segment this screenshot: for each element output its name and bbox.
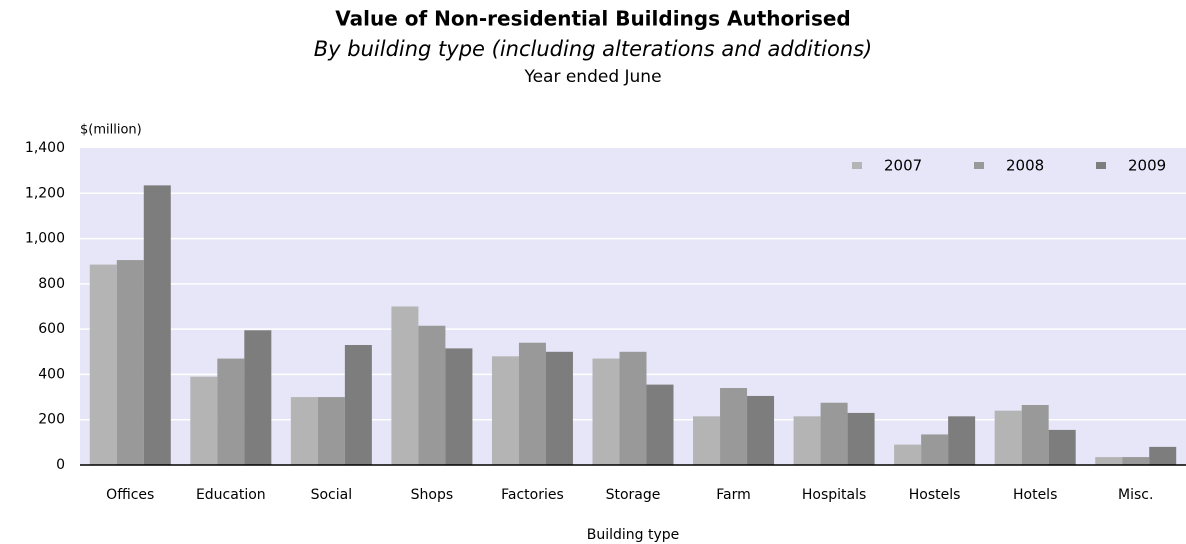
bar — [619, 351, 647, 465]
bar — [545, 351, 573, 465]
bar — [646, 384, 674, 465]
bar — [518, 342, 546, 465]
x-tick-label: Storage — [606, 487, 661, 503]
chart-title: Value of Non-residential Buildings Autho… — [335, 7, 851, 31]
y-tick-label: 200 — [38, 412, 65, 428]
bar — [190, 376, 218, 465]
bar — [948, 416, 976, 465]
y-tick-label: 1,200 — [25, 185, 65, 201]
bar — [1095, 457, 1123, 465]
y-tick-label: 400 — [38, 366, 65, 382]
bar — [1149, 446, 1177, 465]
bar — [418, 325, 446, 465]
bar — [894, 444, 922, 465]
y-tick-label: 1,400 — [25, 140, 65, 156]
x-tick-label: Hotels — [1013, 487, 1057, 503]
legend-swatch — [852, 162, 862, 169]
y-tick-label: 600 — [38, 321, 65, 337]
y-tick-label: 1,000 — [25, 231, 65, 247]
bar — [143, 185, 171, 465]
bar — [445, 348, 473, 465]
bar — [921, 434, 949, 465]
bar — [1048, 429, 1076, 465]
x-tick-label: Misc. — [1118, 487, 1153, 503]
bar — [344, 344, 372, 465]
y-tick-label: 0 — [56, 457, 65, 473]
bar — [391, 306, 419, 465]
x-tick-label: Factories — [501, 487, 564, 503]
bar — [994, 410, 1022, 465]
bar — [693, 416, 721, 465]
bar — [217, 358, 245, 465]
bar — [592, 358, 620, 465]
chart-subtitle: By building type (including alterations … — [314, 37, 873, 61]
legend-label: 2007 — [884, 157, 922, 175]
bar — [1021, 404, 1049, 465]
y-axis-title: $(million) — [80, 123, 142, 138]
bar — [747, 395, 775, 465]
bar — [290, 397, 318, 465]
bar — [720, 388, 748, 465]
bar — [244, 330, 272, 465]
legend-label: 2009 — [1128, 157, 1166, 175]
legend-swatch — [1096, 162, 1106, 169]
x-tick-label: Hostels — [909, 487, 961, 503]
x-tick-label: Shops — [411, 487, 454, 503]
bar — [116, 260, 144, 465]
x-tick-label: Education — [196, 487, 266, 503]
x-tick-label: Offices — [106, 487, 154, 503]
bar — [491, 356, 519, 465]
bar — [317, 397, 345, 465]
bar — [847, 412, 875, 465]
bar — [1122, 457, 1150, 465]
x-axis-title: Building type — [587, 527, 680, 543]
x-tick-label: Hospitals — [802, 487, 866, 503]
y-tick-label: 800 — [38, 276, 65, 292]
x-tick-label: Farm — [716, 487, 751, 503]
bar — [89, 264, 117, 465]
bar — [820, 402, 848, 465]
legend-swatch — [974, 162, 984, 169]
bar — [793, 416, 821, 465]
x-tick-label: Social — [311, 487, 353, 503]
legend-label: 2008 — [1006, 157, 1044, 175]
chart-subtitle: Year ended June — [523, 67, 661, 87]
